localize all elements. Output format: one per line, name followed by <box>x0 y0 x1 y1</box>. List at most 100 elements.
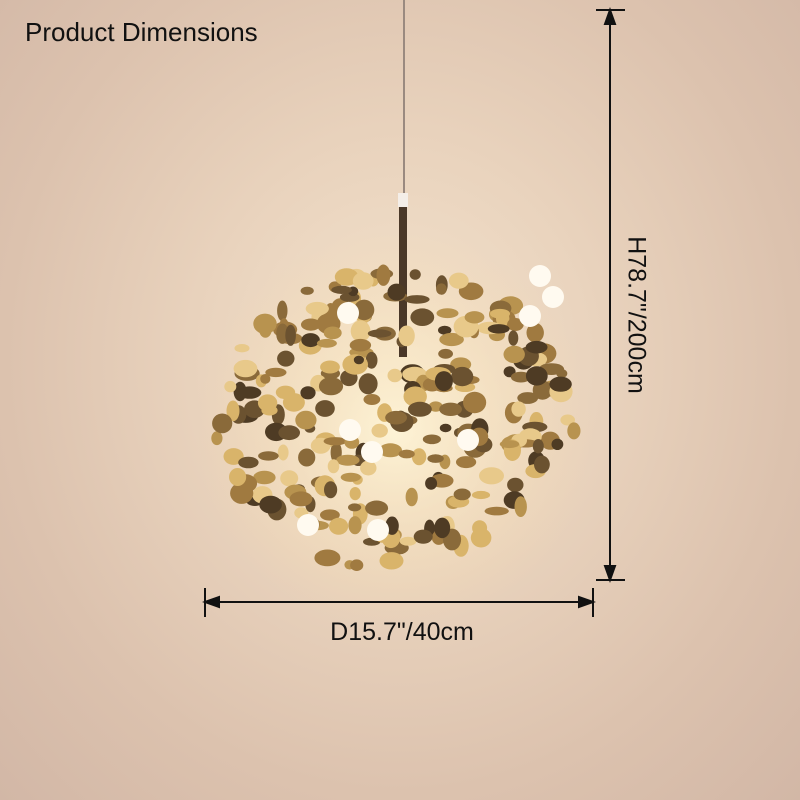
gold-disc <box>340 472 361 482</box>
gold-disc <box>404 295 430 304</box>
gold-disc <box>532 439 544 454</box>
gold-disc <box>278 425 301 441</box>
gold-disc <box>298 448 316 467</box>
gold-disc <box>258 451 279 461</box>
gold-disc <box>211 431 223 446</box>
gold-disc <box>300 286 314 295</box>
gold-disc <box>275 385 296 400</box>
bulb <box>519 305 541 327</box>
gold-disc <box>385 410 407 425</box>
gold-disc <box>348 516 362 535</box>
gold-disc <box>280 470 299 487</box>
gold-disc <box>363 394 381 405</box>
gold-disc <box>525 366 548 386</box>
diameter-dimension-line <box>202 588 596 617</box>
gold-disc <box>425 477 438 490</box>
gold-disc <box>323 326 342 340</box>
height-dimension-line <box>596 7 625 583</box>
gold-disc <box>329 517 349 535</box>
gold-disc <box>285 324 296 346</box>
gold-disc <box>567 422 581 440</box>
gold-disc <box>253 313 277 334</box>
product-dimensions-title: Product Dimensions <box>25 17 258 47</box>
gold-disc <box>490 308 510 319</box>
gold-disc <box>349 338 372 352</box>
diameter-label: D15.7"/40cm <box>330 618 474 646</box>
gold-disc <box>257 394 278 412</box>
gold-disc <box>352 272 374 290</box>
gold-disc <box>511 401 526 417</box>
gold-disc <box>336 454 360 466</box>
gold-disc <box>479 467 504 485</box>
gold-disc <box>507 318 524 331</box>
gold-disc <box>403 386 427 407</box>
gold-disc <box>365 500 389 516</box>
gold-discs <box>211 264 581 571</box>
bulb <box>297 514 319 536</box>
gold-disc <box>301 333 320 348</box>
gold-disc <box>238 456 259 469</box>
gold-disc <box>289 491 313 507</box>
gold-disc <box>434 371 453 392</box>
center-rod <box>399 207 407 357</box>
gold-disc <box>367 329 392 338</box>
gold-disc <box>503 345 525 364</box>
gold-disc <box>305 301 329 316</box>
gold-disc <box>238 386 262 399</box>
gold-disc <box>334 268 359 286</box>
gold-disc <box>320 509 340 521</box>
gold-disc <box>229 468 247 486</box>
gold-disc <box>387 283 406 301</box>
gold-disc <box>439 423 452 433</box>
gold-disc <box>448 272 469 289</box>
gold-disc <box>353 355 364 365</box>
bulb <box>367 519 389 541</box>
bulb <box>529 265 551 287</box>
gold-disc <box>398 449 415 459</box>
gold-disc <box>350 559 364 571</box>
bulbs <box>297 265 564 541</box>
gold-disc <box>427 454 444 463</box>
gold-disc <box>226 400 240 422</box>
gold-disc <box>295 410 317 430</box>
gold-disc <box>259 495 282 514</box>
gold-disc <box>534 455 550 474</box>
gold-disc <box>551 438 564 450</box>
gold-disc <box>349 487 361 501</box>
gold-disc <box>422 434 441 445</box>
gold-disc <box>387 368 403 383</box>
gold-disc <box>320 360 340 374</box>
gold-disc <box>212 413 233 434</box>
gold-disc <box>234 344 250 353</box>
gold-disc <box>378 443 402 458</box>
gold-disc <box>456 456 477 469</box>
gold-disc <box>277 444 289 461</box>
gold-disc <box>376 264 391 286</box>
gold-disc <box>408 401 432 417</box>
gold-disc <box>411 448 427 466</box>
gold-disc <box>453 488 471 501</box>
bulb <box>542 286 564 308</box>
gold-disc <box>484 506 509 516</box>
gold-disc <box>560 414 575 426</box>
gold-disc <box>265 367 287 378</box>
gold-disc <box>300 386 316 400</box>
gold-disc <box>277 350 295 367</box>
gold-disc <box>410 308 435 327</box>
gold-disc <box>260 374 271 384</box>
bulb <box>339 419 361 441</box>
gold-disc <box>253 470 276 485</box>
gold-disc <box>464 311 485 324</box>
gold-disc <box>230 482 254 504</box>
gold-disc <box>525 340 548 354</box>
gold-disc <box>507 477 524 493</box>
gold-disc <box>438 348 453 359</box>
bulb <box>457 429 479 451</box>
gold-disc <box>315 400 335 417</box>
gold-disc <box>436 308 459 319</box>
gold-disc <box>472 520 488 536</box>
gold-disc <box>360 460 377 476</box>
gold-disc <box>439 402 462 416</box>
gold-disc <box>399 536 417 546</box>
gold-disc <box>365 351 378 369</box>
